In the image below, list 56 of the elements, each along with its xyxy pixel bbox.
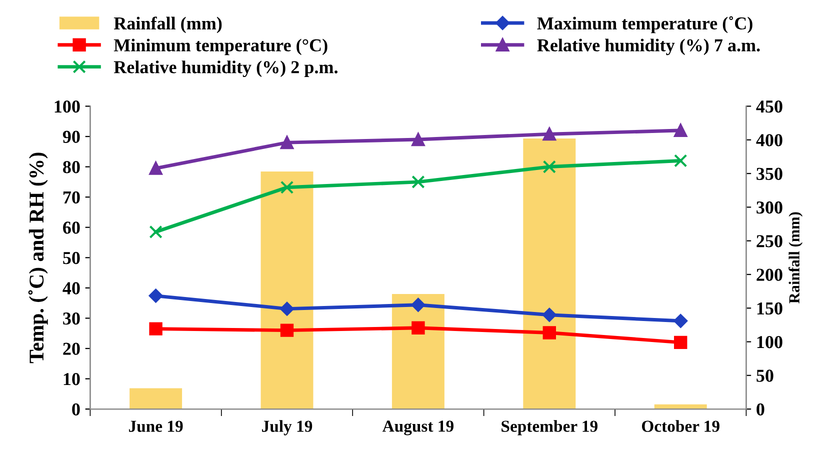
legend-label: Relative humidity (%) 7 a.m. (537, 38, 760, 56)
y-tick-label: 0 (72, 403, 80, 416)
y-tick-label: 80 (63, 161, 80, 174)
legend-label: Relative humidity (%) 2 p.m. (114, 60, 338, 78)
y2-tick-label: 350 (756, 168, 782, 180)
y-tick-label: 100 (54, 100, 80, 113)
y2-tick-label: 400 (756, 134, 782, 146)
x-tick-label: October 19 (642, 420, 720, 432)
legend-label: Rainfall (mm) (114, 16, 222, 34)
y-tick-label: 70 (63, 191, 80, 204)
y2-tick-label: 250 (756, 235, 782, 248)
point (280, 302, 294, 316)
point (674, 154, 688, 168)
bar (130, 388, 182, 410)
x-tick-label: June 19 (128, 420, 183, 432)
point (280, 136, 294, 150)
y2-axis-title: Rainfall (mm) (788, 212, 803, 304)
point (674, 336, 688, 350)
y2-tick-label: 0 (756, 403, 764, 416)
point (280, 180, 294, 194)
y2-tick-label: 200 (756, 268, 782, 281)
y2-tick-label: 150 (757, 302, 782, 315)
y-tick-label: 10 (64, 373, 80, 386)
point (280, 324, 294, 337)
point (674, 314, 688, 328)
y-axis-title: Temp. (˚C) and RH (%) (28, 152, 48, 364)
point (674, 124, 688, 138)
bar (523, 138, 576, 410)
y-tick-label: 40 (62, 282, 80, 294)
point (148, 288, 163, 303)
point (542, 308, 556, 322)
point (412, 132, 425, 146)
y2-tick-label: 300 (756, 201, 782, 214)
y-tick-label: 20 (63, 342, 80, 355)
x-tick-label: August 19 (382, 420, 454, 436)
point (412, 175, 425, 189)
y2-tick-label: 450 (756, 100, 782, 113)
y2-tick-label: 100 (757, 336, 782, 348)
point (149, 225, 162, 238)
y-tick-label: 50 (63, 252, 80, 264)
x-tick-label: September 19 (502, 420, 598, 436)
point (412, 321, 425, 334)
bar (260, 172, 314, 410)
point (542, 160, 556, 174)
y-tick-label: 60 (63, 222, 80, 234)
point (542, 127, 556, 141)
y2-tick-label: 50 (756, 370, 774, 382)
x-tick-label: July 19 (262, 420, 312, 436)
legend-label: Maximum temperature (˚C) (537, 16, 752, 34)
legend-label: Minimum temperature (°C) (114, 38, 328, 56)
y-tick-label: 30 (63, 312, 80, 325)
point (542, 326, 556, 340)
y-tick-label: 90 (62, 130, 80, 143)
point (411, 298, 426, 312)
point (149, 322, 162, 336)
point (149, 162, 162, 175)
